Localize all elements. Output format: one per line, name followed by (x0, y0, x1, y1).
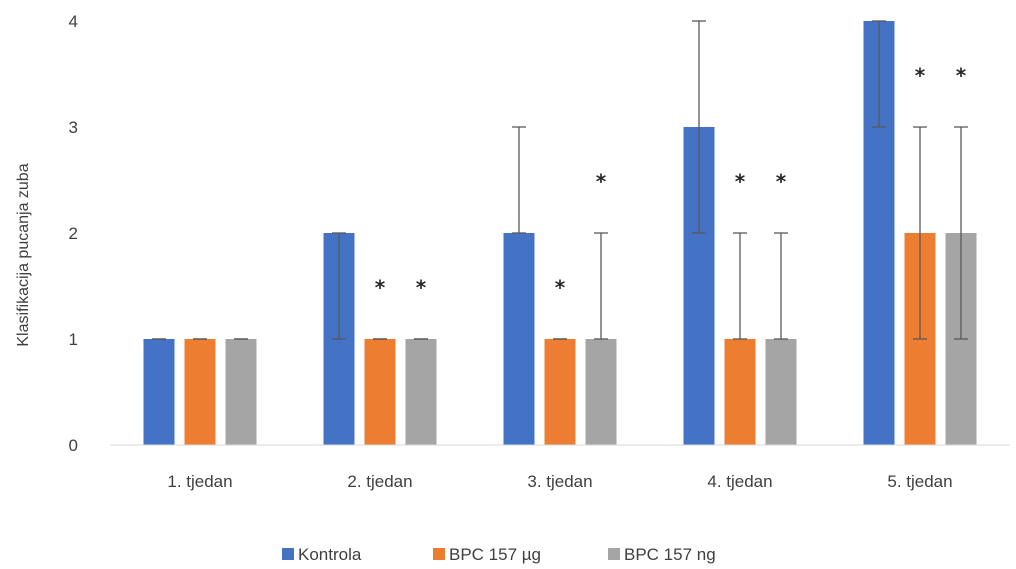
error-bar (332, 232, 346, 340)
legend-swatch (433, 548, 445, 560)
bar (503, 233, 535, 445)
legend-item: BPC 157 µg (433, 545, 541, 564)
legend-item: Kontrola (282, 545, 362, 564)
legend-label: Kontrola (298, 545, 362, 564)
error-bars (152, 20, 968, 340)
y-tick-label: 4 (69, 12, 78, 31)
significance-marker: * (596, 170, 607, 194)
bar (143, 339, 175, 445)
error-bar (774, 232, 788, 340)
legend: Kontrola BPC 157 µg BPC 157 ng (282, 545, 716, 564)
error-bar (913, 126, 927, 340)
y-axis-title: Klasifikacija pucanja zuba (15, 163, 32, 346)
x-tick-label: 5. tjedan (887, 472, 952, 491)
significance-marker: * (915, 64, 926, 88)
significance-marker: * (776, 170, 787, 194)
error-bar (733, 232, 747, 340)
error-bar (692, 20, 706, 234)
bar (544, 339, 576, 445)
error-bar (954, 126, 968, 340)
y-tick-label: 1 (69, 330, 78, 349)
bar (765, 339, 797, 445)
x-tick-label: 4. tjedan (707, 472, 772, 491)
y-tick-label: 0 (69, 436, 78, 455)
x-axis: 1. tjedan 2. tjedan 3. tjedan 4. tjedan 5. t… (167, 472, 952, 491)
legend-label: BPC 157 µg (449, 545, 541, 564)
x-tick-label: 2. tjedan (347, 472, 412, 491)
significance-marker: * (555, 276, 566, 300)
error-bar (872, 20, 886, 128)
significance-marker: * (735, 170, 746, 194)
legend-swatch (608, 548, 620, 560)
legend-swatch (282, 548, 294, 560)
significance-annotations: * * * * * * * * (375, 64, 967, 300)
x-tick-label: 3. tjedan (527, 472, 592, 491)
significance-marker: * (416, 276, 427, 300)
bars (143, 21, 977, 445)
bar (225, 339, 257, 445)
significance-marker: * (375, 276, 386, 300)
legend-item: BPC 157 ng (608, 545, 716, 564)
bar (585, 339, 617, 445)
y-axis: 0 1 2 3 4 (69, 12, 78, 455)
error-bar (512, 126, 526, 234)
legend-label: BPC 157 ng (624, 545, 716, 564)
x-tick-label: 1. tjedan (167, 472, 232, 491)
y-tick-label: 3 (69, 118, 78, 137)
error-bar (594, 232, 608, 340)
bar (364, 339, 396, 445)
bar (724, 339, 756, 445)
bar (184, 339, 216, 445)
bar (405, 339, 437, 445)
significance-marker: * (956, 64, 967, 88)
y-tick-label: 2 (69, 224, 78, 243)
